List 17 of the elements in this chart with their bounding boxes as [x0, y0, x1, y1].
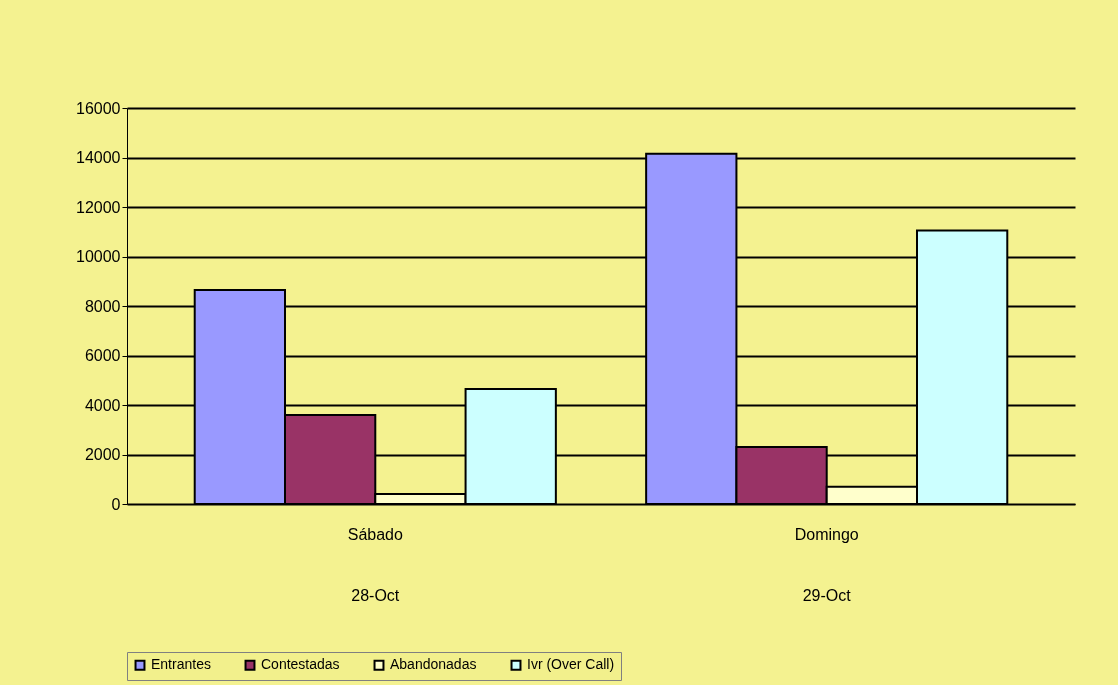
legend-label: Entrantes — [151, 656, 211, 673]
y-tick-label: 10000 — [76, 248, 121, 265]
text: 28-Oct — [351, 587, 400, 604]
y-tick-label: 14000 — [76, 149, 121, 166]
legend-label: Abandonadas — [390, 656, 477, 673]
y-tick-label: 4000 — [84, 396, 121, 414]
legend-label: Ivr (Over Call) — [527, 656, 615, 673]
y-tick-label: 0 — [111, 495, 121, 513]
y-tick-label: 2000 — [84, 446, 121, 463]
y-tick-label: 16000 — [76, 99, 121, 117]
y-tick-label: 8000 — [84, 297, 121, 315]
legend-label: Contestadas — [261, 656, 340, 673]
y-tick-label: 12000 — [76, 198, 121, 216]
x-tick-label: Sábado — [347, 525, 403, 543]
y-tick-label: 6000 — [84, 347, 121, 364]
x-tick-label: Domingo — [794, 525, 859, 543]
text: 29-Oct — [802, 587, 852, 604]
